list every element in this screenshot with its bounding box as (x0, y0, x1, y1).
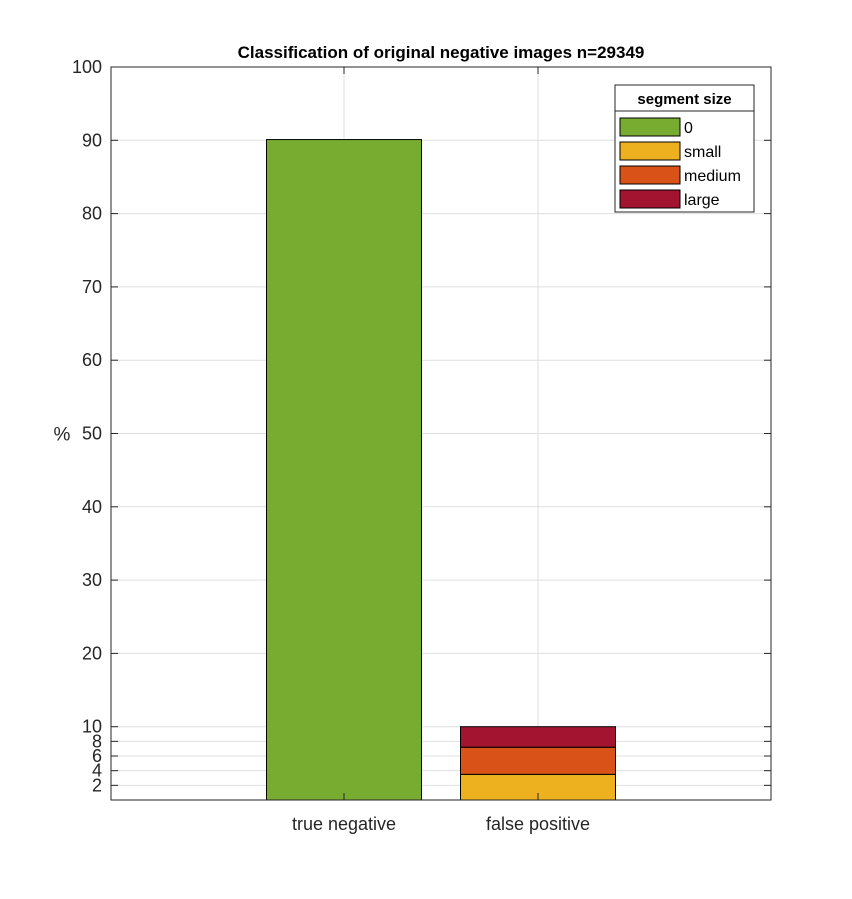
legend-label: large (684, 192, 720, 209)
bars (266, 139, 616, 801)
legend-label: small (684, 144, 721, 161)
y-tick-label: 70 (82, 277, 102, 297)
legend-items: 0 small medium large (619, 117, 741, 209)
y-tick-label: 90 (82, 130, 102, 150)
y-tick-label: 40 (82, 497, 102, 517)
x-tick-label: true negative (292, 814, 396, 834)
legend-swatch (619, 189, 681, 209)
chart-title: Classification of original negative imag… (238, 43, 645, 62)
y-tick-label: 2 (92, 775, 102, 795)
legend-label: medium (684, 168, 741, 185)
bar-false-positive-large (460, 726, 616, 748)
y-axis-label: % (54, 425, 71, 446)
legend-swatch (619, 165, 681, 185)
legend-swatch (619, 141, 681, 161)
bar-false-positive-medium (460, 746, 616, 775)
legend-title: segment size (637, 91, 731, 108)
x-tick-label: false positive (486, 814, 590, 834)
legend-swatch (619, 117, 681, 137)
y-tick-label: 60 (82, 350, 102, 370)
y-tick-label: 80 (82, 204, 102, 224)
legend: segment size 0 small medium large (614, 84, 755, 213)
y-tick-label: 10 (82, 717, 102, 737)
y-tick-label: 100 (72, 57, 102, 77)
y-tick-label: 6 (92, 746, 102, 766)
legend-label: 0 (684, 120, 693, 137)
y-tick-label: 8 (92, 731, 102, 751)
bar-true-negative-0 (266, 139, 422, 801)
y-tick-label: 50 (82, 424, 102, 444)
y-tick-label: 4 (92, 761, 102, 781)
y-tick-label: 20 (82, 643, 102, 663)
y-tick-label: 30 (82, 570, 102, 590)
